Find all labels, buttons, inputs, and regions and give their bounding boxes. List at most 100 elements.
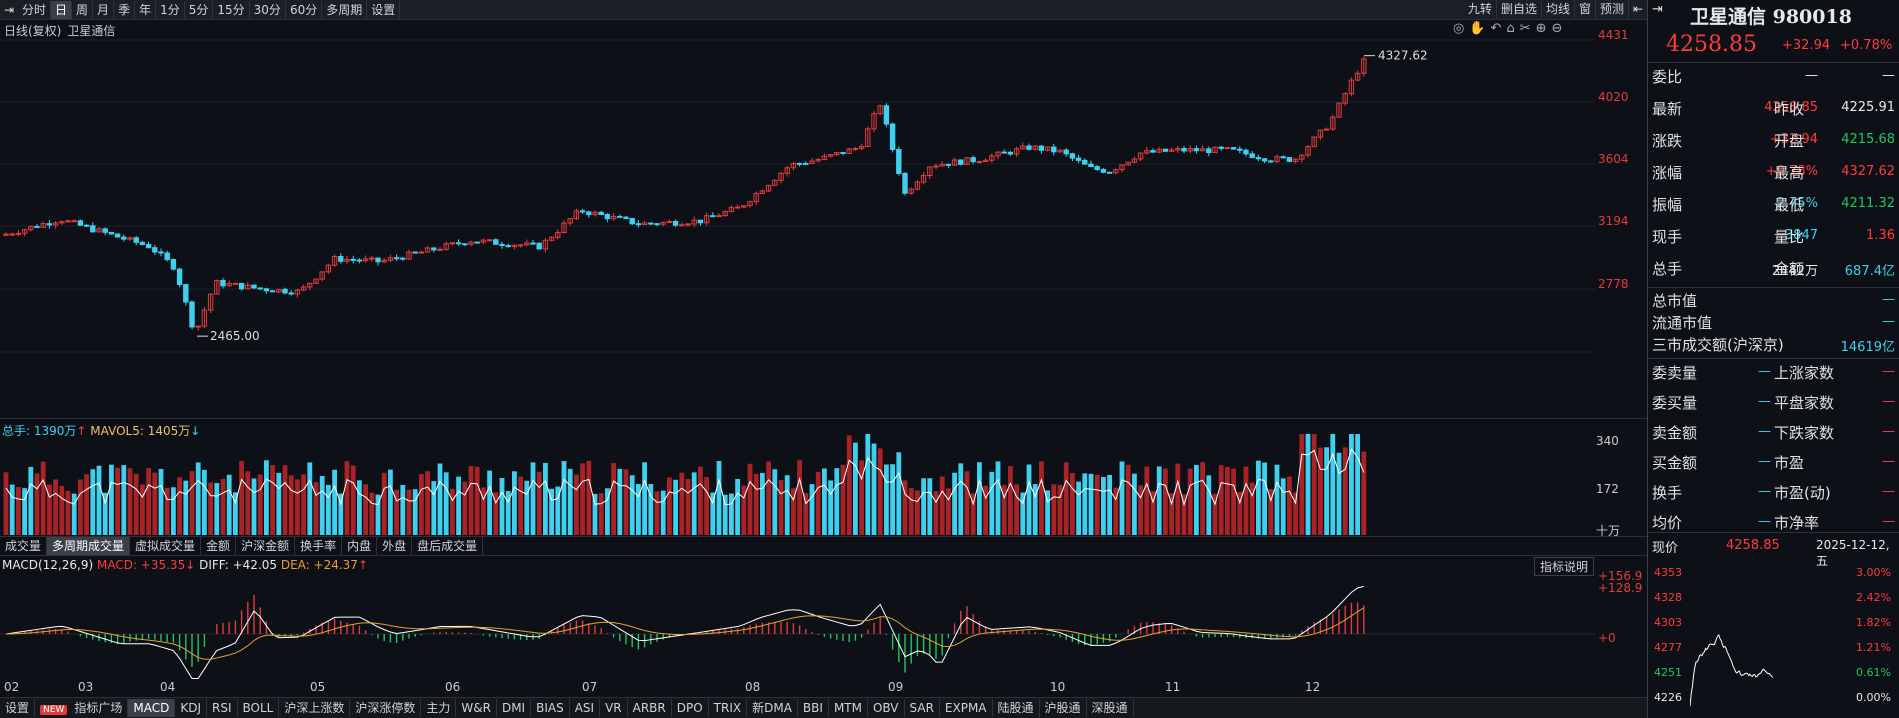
period-9[interactable]: 30分 bbox=[250, 0, 286, 19]
indicator-tab-14[interactable]: ARBR bbox=[628, 699, 672, 717]
quote-label2-3: 最高 bbox=[1774, 164, 1805, 182]
indicator-tab-3[interactable]: KDJ bbox=[175, 699, 207, 717]
indicator-tab-11[interactable]: BIAS bbox=[531, 699, 570, 717]
volume-bar bbox=[871, 443, 877, 535]
vol-tab-6[interactable]: 内盘 bbox=[342, 537, 378, 555]
sidebar-toggle-icon[interactable]: ⇥ bbox=[3, 2, 15, 17]
indicator-tab-18[interactable]: BBI bbox=[798, 699, 829, 717]
volume-bar bbox=[1063, 462, 1069, 535]
zoom-out-icon[interactable]: ⊖ bbox=[1551, 21, 1563, 36]
indicator-tab-21[interactable]: SAR bbox=[905, 699, 940, 717]
period-3[interactable]: 月 bbox=[93, 0, 115, 19]
stat-left-value-0: — bbox=[1758, 364, 1771, 379]
indicator-tab-20[interactable]: OBV bbox=[868, 699, 905, 717]
candle-body bbox=[784, 167, 790, 174]
indicator-tab-16[interactable]: TRIX bbox=[709, 699, 748, 717]
volume-bar bbox=[394, 489, 399, 535]
indicator-tab-2[interactable]: MACD bbox=[128, 699, 176, 717]
vol-tab-5[interactable]: 换手率 bbox=[295, 537, 343, 555]
period-4[interactable]: 季 bbox=[114, 0, 136, 19]
indicator-tab-7[interactable]: 沪深涨停数 bbox=[350, 699, 422, 717]
vol-tab-4[interactable]: 沪深金额 bbox=[236, 537, 296, 555]
zoom-in-icon[interactable]: ⊕ bbox=[1535, 21, 1547, 36]
indicator-tab-17[interactable]: 新DMA bbox=[747, 699, 798, 717]
period-8[interactable]: 15分 bbox=[213, 0, 250, 19]
hand-icon[interactable]: ✋ bbox=[1469, 21, 1486, 36]
stat-right-value-3: — bbox=[1882, 454, 1895, 469]
eye-icon[interactable]: ◎ bbox=[1453, 21, 1465, 36]
volume-bar bbox=[22, 488, 27, 535]
vol-tab-1[interactable]: 多周期成交量 bbox=[47, 537, 131, 555]
period-7[interactable]: 5分 bbox=[185, 0, 214, 19]
period-1[interactable]: 日 bbox=[51, 0, 73, 19]
volume-bar bbox=[214, 483, 220, 535]
period-5[interactable]: 年 bbox=[135, 0, 157, 19]
volume-bar bbox=[220, 478, 226, 535]
intraday-mini-chart[interactable] bbox=[1690, 562, 1830, 718]
candle-body bbox=[462, 243, 468, 246]
candle-body bbox=[431, 247, 437, 251]
indicator-tab-0[interactable]: 设置 bbox=[0, 699, 36, 717]
period-6[interactable]: 1分 bbox=[156, 0, 185, 19]
volume-legend: 总手: 1390万↑ MAVOL5: 1405万↓ bbox=[2, 424, 201, 438]
volume-bar bbox=[654, 491, 660, 535]
vol-tab-8[interactable]: 盘后成交量 bbox=[412, 537, 484, 555]
indicator-tab-9[interactable]: W&R bbox=[456, 699, 497, 717]
macd-chart[interactable] bbox=[0, 572, 1600, 682]
candle-body bbox=[164, 252, 170, 261]
indicator-tab-1[interactable]: 指标广场 bbox=[69, 699, 129, 717]
period-0[interactable]: 分时 bbox=[18, 0, 52, 19]
volume-bar bbox=[288, 475, 294, 535]
candle-body bbox=[964, 157, 970, 165]
volume-bar bbox=[295, 479, 300, 535]
stat-left-value-3: — bbox=[1758, 454, 1771, 469]
indicator-tab-12[interactable]: ASI bbox=[570, 699, 601, 717]
volume-chart[interactable] bbox=[0, 434, 1600, 536]
indicator-tab-25[interactable]: 深股通 bbox=[1087, 699, 1134, 717]
indicator-explain-button[interactable]: 指标说明 bbox=[1534, 557, 1595, 576]
indicator-tab-5[interactable]: BOLL bbox=[238, 699, 280, 717]
indicator-tab-15[interactable]: DPO bbox=[672, 699, 709, 717]
indicator-tab-10[interactable]: DMI bbox=[497, 699, 532, 717]
indicator-tab-4[interactable]: RSI bbox=[207, 699, 238, 717]
dea-value: DEA: +24.37 bbox=[280, 558, 358, 572]
scissors-icon[interactable]: ✂ bbox=[1519, 21, 1531, 36]
collapse-icon[interactable]: ⇤ bbox=[1632, 2, 1644, 16]
indicator-tab-13[interactable]: VR bbox=[600, 699, 628, 717]
expand-icon[interactable]: ⇥ bbox=[1652, 2, 1663, 17]
toolbar-right-item-2[interactable]: 均线 bbox=[1542, 0, 1575, 18]
candle-body bbox=[362, 258, 369, 262]
toolbar-right-item-0[interactable]: 九转 bbox=[1464, 0, 1497, 18]
vol-tab-0[interactable]: 成交量 bbox=[0, 537, 48, 555]
candle-body bbox=[387, 257, 394, 261]
vol-tab-7[interactable]: 外盘 bbox=[377, 537, 413, 555]
indicator-tab-22[interactable]: EXPMA bbox=[940, 699, 993, 717]
quote-value-4: 2.75% bbox=[1776, 196, 1818, 211]
period-11[interactable]: 多周期 bbox=[322, 0, 368, 19]
indicator-tab-24[interactable]: 沪股通 bbox=[1040, 699, 1087, 717]
volume-bar bbox=[1032, 484, 1038, 535]
candle-body bbox=[511, 244, 518, 248]
volume-bar bbox=[350, 465, 356, 535]
period-12[interactable]: 设置 bbox=[367, 0, 401, 19]
candle-body bbox=[871, 113, 877, 130]
undo-icon[interactable]: ↶ bbox=[1490, 21, 1502, 36]
period-10[interactable]: 60分 bbox=[286, 0, 323, 19]
vol-tab-2[interactable]: 虚拟成交量 bbox=[130, 537, 202, 555]
indicator-tab-8[interactable]: 主力 bbox=[421, 699, 457, 717]
total-volume-label: 总手: 1390万 bbox=[2, 424, 77, 438]
volume-bar bbox=[257, 474, 263, 535]
lock-icon[interactable]: ⌂ bbox=[1506, 21, 1515, 36]
indicator-tab-23[interactable]: 陆股通 bbox=[993, 699, 1040, 717]
toolbar-right-item-1[interactable]: 删自选 bbox=[1497, 0, 1542, 18]
toolbar-right-item-3[interactable]: 窗 bbox=[1575, 0, 1596, 18]
vol-tab-3[interactable]: 金额 bbox=[201, 537, 237, 555]
candle-body bbox=[468, 241, 474, 245]
indicator-tab-19[interactable]: MTM bbox=[829, 699, 868, 717]
candle-body bbox=[1137, 152, 1144, 160]
volume-bar bbox=[332, 469, 337, 535]
toolbar-right-item-4[interactable]: 预测 bbox=[1596, 0, 1629, 18]
indicator-tab-6[interactable]: 沪深上涨数 bbox=[279, 699, 351, 717]
period-2[interactable]: 周 bbox=[72, 0, 94, 19]
kline-chart[interactable]: 4327.62 2465.00 bbox=[0, 34, 1600, 418]
